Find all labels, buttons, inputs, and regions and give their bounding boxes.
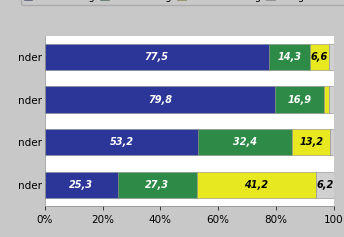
Text: 41,2: 41,2 [244,180,268,190]
Bar [198,129,292,155]
Bar [275,86,324,113]
Text: 32,4: 32,4 [233,137,257,147]
Text: 14,3: 14,3 [277,52,301,62]
Bar [45,44,269,70]
Text: 79,8: 79,8 [148,95,172,105]
Bar [316,172,334,198]
Text: 27,3: 27,3 [145,180,169,190]
Bar [197,172,316,198]
Text: 16,9: 16,9 [288,95,312,105]
Bar [45,86,275,113]
Legend: sehr wichtig, eher wichtig, eher unwichtig, völlig unwichtig: sehr wichtig, eher wichtig, eher unwicht… [21,0,344,5]
Text: 53,2: 53,2 [110,137,133,147]
Bar [324,86,329,113]
Bar [269,44,310,70]
Bar [310,44,329,70]
Text: 77,5: 77,5 [145,52,169,62]
Bar [45,172,118,198]
Text: 13,2: 13,2 [299,137,323,147]
Bar [45,129,198,155]
Text: 6,6: 6,6 [311,52,328,62]
Bar [329,44,334,70]
Bar [330,129,334,155]
Text: 6,2: 6,2 [316,180,333,190]
Bar [118,172,197,198]
Bar [329,86,334,113]
Text: 25,3: 25,3 [69,180,93,190]
Bar [292,129,330,155]
